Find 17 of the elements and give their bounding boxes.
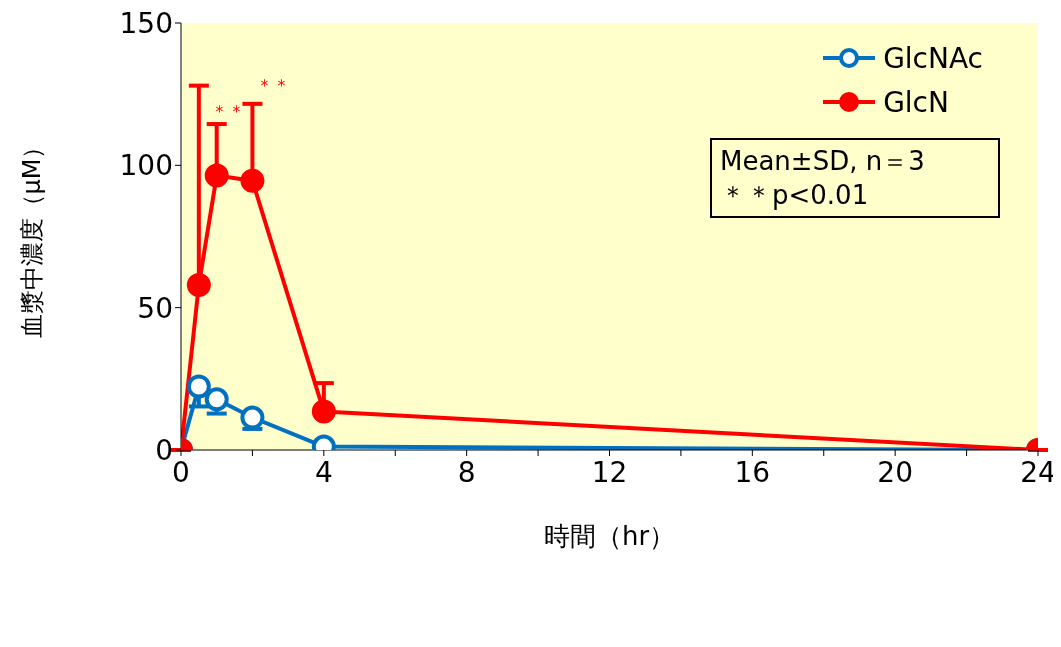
annotation: ＊＊: [256, 74, 290, 97]
y-tick-label: 100: [119, 149, 173, 183]
y-tick-label: 150: [119, 6, 173, 40]
x-axis-title: 時間（hr）: [543, 521, 676, 551]
x-tick-label: 12: [591, 455, 628, 489]
annotation: ＊＊: [211, 100, 245, 123]
annotation: ＊＊p<0.01: [720, 179, 870, 212]
y-tick-label: 0: [155, 433, 173, 467]
x-tick-label: 8: [457, 455, 476, 489]
y-axis-title: 血漿中濃度（μM）: [17, 134, 46, 339]
annotation: Mean±SD, n＝3: [720, 145, 926, 178]
y-tick-label: 50: [137, 291, 173, 325]
x-tick-label: 4: [314, 455, 333, 489]
x-tick-label: 20: [877, 455, 913, 489]
legend-label: GlcN: [883, 85, 949, 119]
x-tick-label: 16: [734, 455, 771, 489]
legend-label: GlcNAc: [883, 41, 983, 75]
